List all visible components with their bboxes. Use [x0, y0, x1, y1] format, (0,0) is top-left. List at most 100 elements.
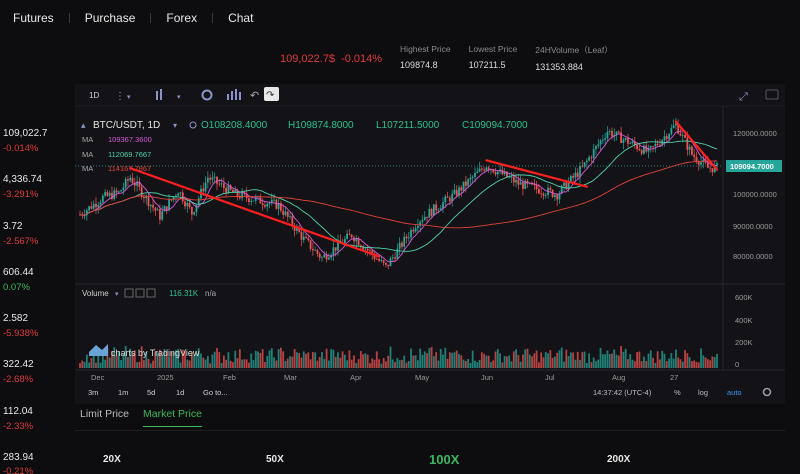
settings-icon[interactable]: [201, 89, 213, 101]
candle-body: [467, 179, 470, 186]
ohlc-high: H109874.8000: [288, 120, 354, 131]
nav-forex[interactable]: Forex: [166, 11, 198, 25]
volume-bar: [423, 351, 426, 368]
volume-value: 116.31K: [169, 289, 199, 298]
volume-bar: [437, 360, 440, 368]
volume-bar: [259, 353, 262, 368]
market-price[interactable]: 2.582: [3, 313, 29, 324]
candle-body: [506, 171, 508, 178]
candle-body: [464, 181, 467, 186]
visibility-icon[interactable]: [189, 121, 197, 129]
volume-bar: [659, 359, 661, 368]
time-tick: 27: [670, 373, 678, 382]
candle-body: [366, 248, 369, 251]
volume-bar: [387, 355, 390, 368]
trend-line[interactable]: [129, 166, 381, 258]
dropdown-icon[interactable]: ▾: [115, 291, 119, 298]
redo-button[interactable]: [264, 87, 279, 101]
volume-bar: [330, 349, 333, 368]
candle-body: [286, 211, 289, 217]
candle-body: [284, 211, 287, 215]
candle-body: [508, 176, 511, 178]
candle-body: [492, 169, 495, 173]
range-3m[interactable]: 3m: [88, 388, 98, 397]
nav-purchase[interactable]: Purchase: [84, 11, 136, 25]
volume-bar: [483, 353, 486, 368]
volume-bar: [435, 352, 438, 368]
volume-bar: [147, 358, 150, 368]
candle-body: [567, 181, 570, 190]
candle-body: [213, 176, 216, 178]
leverage-20x[interactable]: 20X: [103, 454, 121, 465]
market-price[interactable]: 322.42: [3, 359, 34, 370]
market-price[interactable]: 3.72: [3, 221, 23, 232]
time-axis[interactable]: Dec 2025 Feb Mar Apr May Jun Jul Aug 27: [91, 373, 678, 382]
percent-toggle[interactable]: %: [674, 388, 681, 397]
collapse-icon[interactable]: ▴: [81, 120, 86, 130]
range-1m[interactable]: 1m: [118, 388, 128, 397]
volume-bar: [496, 349, 499, 368]
leverage-100x[interactable]: 100X: [429, 452, 460, 467]
indicators-icon[interactable]: [227, 89, 241, 100]
volume-bar: [371, 358, 374, 368]
market-price[interactable]: 112.04: [3, 406, 33, 417]
stat-value: 107211.5: [468, 60, 506, 70]
dropdown-icon[interactable]: ▾: [177, 94, 181, 101]
volume-bar: [252, 360, 255, 368]
nav-futures[interactable]: Futures: [13, 11, 54, 25]
candle-body: [373, 254, 376, 259]
volume-bar: [90, 358, 93, 368]
goto-button[interactable]: Go to...: [203, 388, 228, 397]
candle-body: [414, 228, 417, 232]
candle-body: [535, 184, 538, 189]
fullscreen-icon[interactable]: ⤢: [739, 91, 748, 103]
screenshot-icon[interactable]: [765, 89, 779, 100]
candle-body: [631, 141, 634, 144]
trading-chart[interactable]: 1D ⋮ ▾ ▾ ↶ ↷ ⤢ ▴ BTC/USDT, 1D ▾ O108208.…: [75, 84, 785, 404]
market-price[interactable]: 4,336.74: [3, 174, 42, 185]
volume-bar: [133, 350, 136, 368]
volume-bar: [289, 356, 291, 368]
volume-bar: [579, 359, 581, 368]
volume-label[interactable]: Volume: [82, 289, 109, 298]
candle-body: [595, 145, 597, 150]
candle-type-icon[interactable]: [156, 89, 162, 100]
symbol-label[interactable]: BTC/USDT, 1D: [93, 120, 160, 131]
candle-body: [522, 182, 524, 189]
log-toggle[interactable]: log: [698, 388, 708, 397]
tab-market-price[interactable]: Market Price: [143, 408, 202, 427]
auto-toggle[interactable]: auto: [727, 388, 742, 397]
volume-axis[interactable]: 600K 400K 200K 0: [735, 293, 753, 369]
interval-button[interactable]: 1D: [89, 91, 99, 100]
more-icon[interactable]: ⋮: [115, 91, 125, 102]
candle-body: [302, 236, 305, 240]
market-price[interactable]: 606.44: [3, 267, 34, 278]
market-price[interactable]: 283.94: [3, 452, 34, 463]
range-1d[interactable]: 1d: [176, 388, 184, 397]
settings-icon[interactable]: [135, 288, 145, 298]
dropdown-icon[interactable]: ▾: [127, 94, 131, 101]
gear-icon[interactable]: [762, 387, 772, 397]
trend-line[interactable]: [485, 159, 588, 188]
volume-bar: [512, 351, 515, 368]
volume-bar: [526, 348, 529, 368]
market-price[interactable]: 109,022.7: [3, 128, 48, 139]
trend-line[interactable]: [674, 120, 719, 171]
nav-chat[interactable]: Chat: [228, 11, 254, 25]
leverage-50x[interactable]: 50X: [266, 454, 284, 465]
candle-body: [321, 257, 323, 259]
close-icon[interactable]: [146, 288, 156, 298]
chart-svg[interactable]: 1D ⋮ ▾ ▾ ↶ ↷ ⤢ ▴ BTC/USDT, 1D ▾ O108208.…: [75, 84, 785, 404]
candle-body: [469, 177, 472, 180]
visibility-icon[interactable]: [124, 288, 134, 298]
tradingview-watermark[interactable]: charts by TradingView: [89, 344, 200, 358]
candle-body: [90, 206, 93, 209]
range-5d[interactable]: 5d: [147, 388, 155, 397]
clock-time[interactable]: 14:37:42 (UTC-4): [593, 388, 652, 397]
price-axis[interactable]: 120000.0000 100000.0000 90000.0000 80000…: [75, 129, 782, 261]
dropdown-icon[interactable]: ▾: [173, 121, 177, 130]
tab-limit-price[interactable]: Limit Price: [80, 408, 130, 420]
redo-icon: ↷: [266, 90, 275, 101]
undo-icon[interactable]: ↶: [250, 90, 259, 102]
leverage-200x[interactable]: 200X: [607, 454, 631, 465]
